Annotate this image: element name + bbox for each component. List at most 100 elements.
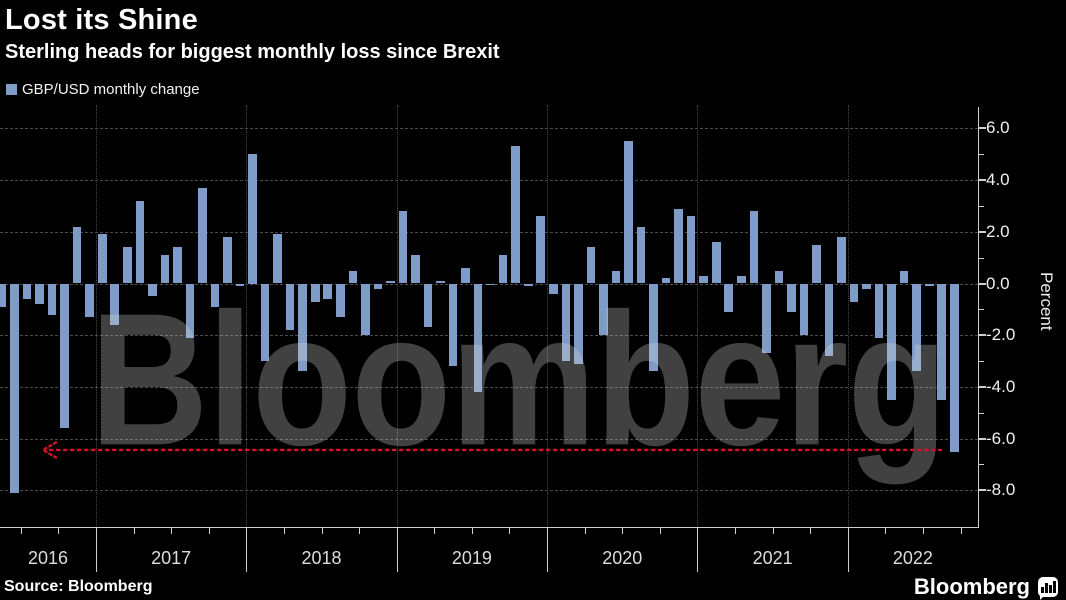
x-axis-quarter-tick <box>622 528 624 534</box>
y-axis-major-tick <box>978 127 986 130</box>
bar-2019-04 <box>436 280 445 284</box>
h-gridline <box>0 438 978 440</box>
x-axis-quarter-tick <box>434 528 436 534</box>
bar-2017-08 <box>185 283 195 338</box>
bar-2019-12 <box>536 216 546 284</box>
y-axis-minor-tick <box>978 464 984 466</box>
x-axis-quarter-tick <box>584 528 586 534</box>
x-axis-year-label: 2019 <box>451 548 492 568</box>
bar-2019-01 <box>398 211 408 284</box>
x-axis-quarter-tick <box>133 528 135 534</box>
bar-2021-04 <box>736 275 746 284</box>
y-axis-tick-label: 4.0 <box>986 170 1010 190</box>
x-axis-year-label: 2016 <box>27 548 69 568</box>
y-axis-tick-label: 0.0 <box>986 273 1010 293</box>
x-axis-year-label: 2018 <box>301 548 342 568</box>
bar-2019-08 <box>486 283 495 285</box>
x-axis-quarter-tick <box>471 528 473 534</box>
y-axis-tick-label: -4.0 <box>986 376 1016 396</box>
legend: GBP/USD monthly change <box>6 81 200 98</box>
year-boundary-tick <box>246 528 248 572</box>
bar-2017-02 <box>110 283 120 325</box>
bar-2021-07 <box>774 270 784 284</box>
legend-label: GBP/USD monthly change <box>22 81 200 98</box>
y-axis-major-tick <box>978 282 986 285</box>
bar-2017-12 <box>235 283 245 287</box>
bar-2022-07 <box>924 283 934 287</box>
bar-2019-02 <box>411 255 420 284</box>
y-axis-tick-label: 6.0 <box>986 118 1010 138</box>
bar-2022-09 <box>949 283 959 452</box>
year-boundary-gridline <box>396 105 398 527</box>
bar-2017-07 <box>173 247 182 284</box>
bloomberg-chart-bubble-icon <box>1038 577 1058 600</box>
y-axis-major-tick <box>978 334 986 337</box>
bar-2021-02 <box>711 242 721 284</box>
bar-2020-10 <box>661 278 671 284</box>
bar-2020-06 <box>611 270 621 284</box>
bar-2019-06 <box>461 267 470 284</box>
bar-2021-06 <box>762 283 771 354</box>
x-axis-quarter-tick <box>922 528 924 534</box>
y-axis-minor-tick <box>978 361 984 363</box>
x-axis-quarter-tick <box>58 528 60 534</box>
year-boundary-tick <box>547 528 549 572</box>
bar-2018-11 <box>373 283 383 289</box>
bar-2018-12 <box>386 280 395 284</box>
y-axis-minor-tick <box>978 205 984 207</box>
bar-2019-07 <box>473 283 483 393</box>
source-note: Source: Bloomberg <box>4 578 153 595</box>
chart-plot-area: Bloomberg <box>0 105 978 527</box>
x-axis-year-label: 2020 <box>602 548 643 568</box>
bar-2017-06 <box>160 255 170 284</box>
x-axis-quarter-tick <box>885 528 887 534</box>
bar-2018-03 <box>273 234 282 284</box>
year-boundary-gridline <box>697 105 699 527</box>
bar-2018-07 <box>323 283 333 299</box>
bar-2019-05 <box>448 283 458 367</box>
bar-2022-06 <box>912 283 921 372</box>
bar-2022-05 <box>899 270 909 284</box>
bar-2016-11 <box>72 226 82 284</box>
year-boundary-tick <box>95 528 97 572</box>
bar-2016-10 <box>60 283 69 429</box>
bar-2021-11 <box>824 283 834 356</box>
brand-footer: Bloomberg <box>914 574 1058 600</box>
bar-2018-02 <box>260 283 270 362</box>
y-axis-tick-label: 2.0 <box>986 221 1010 241</box>
year-boundary-gridline <box>95 105 97 527</box>
x-axis-year-label: 2017 <box>151 548 192 568</box>
bar-2017-05 <box>148 283 157 297</box>
page-title: Lost its Shine <box>5 4 198 36</box>
bar-2020-05 <box>599 283 608 336</box>
x-axis-year-label: 2022 <box>892 548 933 568</box>
y-axis-minor-tick <box>978 309 984 311</box>
bar-2018-04 <box>285 283 295 331</box>
y-axis-major-tick <box>978 230 986 233</box>
bar-2017-09 <box>198 187 207 284</box>
bar-2020-01 <box>549 283 558 294</box>
x-axis-year-label: 2021 <box>752 548 793 568</box>
y-axis-line <box>978 107 979 528</box>
x-axis-quarter-tick <box>735 528 736 534</box>
y-axis-major-tick <box>978 385 986 388</box>
y-axis-minor-tick <box>978 257 984 259</box>
y-axis-title: Percent <box>1037 272 1056 331</box>
bar-2020-04 <box>586 247 596 284</box>
bar-2020-03 <box>574 283 583 364</box>
legend-swatch-icon <box>6 84 17 95</box>
x-axis-quarter-tick <box>283 528 285 534</box>
bar-2018-06 <box>310 283 320 302</box>
brand-wordmark: Bloomberg <box>913 574 1030 599</box>
bar-2018-08 <box>336 283 345 318</box>
bar-2016-12 <box>85 283 94 318</box>
bar-2020-11 <box>674 208 683 284</box>
bar-2017-01 <box>97 234 107 284</box>
bar-2022-08 <box>937 283 947 400</box>
y-axis-major-tick <box>978 437 986 440</box>
bar-2021-03 <box>724 283 734 312</box>
bar-2017-03 <box>123 247 132 284</box>
bar-2016-05 <box>0 283 7 307</box>
bar-2018-05 <box>298 283 307 372</box>
